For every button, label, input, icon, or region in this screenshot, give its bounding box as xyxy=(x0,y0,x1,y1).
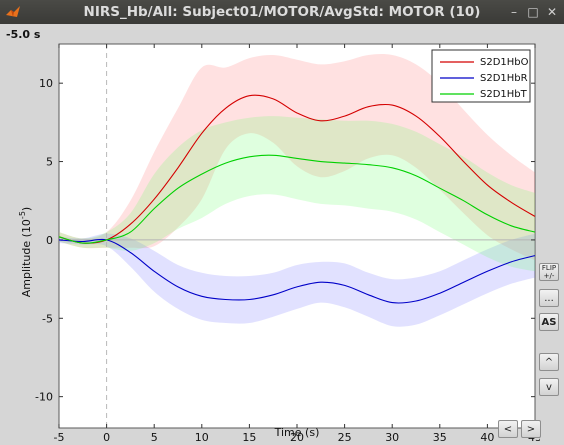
scale-up-button[interactable]: ^ xyxy=(539,353,559,371)
flip-button[interactable]: FLIP +/- xyxy=(539,263,559,281)
series-line-s2d1hbr[interactable] xyxy=(58,238,536,304)
legend-label-hbr: S2D1HbR xyxy=(480,73,528,84)
y-tick-label: -5 xyxy=(42,312,53,325)
x-tick-label: 40 xyxy=(480,431,494,444)
y-tick-label: 0 xyxy=(46,234,53,247)
series-line-s2d1hbo[interactable] xyxy=(58,94,536,244)
autoscale-button[interactable]: AS xyxy=(539,313,559,331)
series-line-s2d1hbt[interactable] xyxy=(58,154,536,244)
y-tick-label: 5 xyxy=(46,156,53,169)
std-band-s2d1hbr xyxy=(59,233,535,327)
legend: S2D1HbO S2D1HbR S2D1HbT xyxy=(431,49,531,103)
time-readout: -5.0 s xyxy=(6,28,41,41)
x-axis-label: Time (s) xyxy=(274,426,320,439)
std-band-s2d1hbo xyxy=(59,53,535,261)
x-tick-label: 5 xyxy=(151,431,158,444)
x-tick-label: 25 xyxy=(338,431,352,444)
x-tick-label: 15 xyxy=(242,431,256,444)
more-options-button[interactable]: ... xyxy=(539,289,559,307)
matlab-app-icon xyxy=(6,6,20,17)
title-bar[interactable]: NIRS_Hb/All: Subject01/MOTOR/AvgStd: MOT… xyxy=(0,0,564,24)
y-tick-label: 10 xyxy=(39,77,53,90)
x-tick-label: 20 xyxy=(290,431,304,444)
x-tick-label: 10 xyxy=(195,431,209,444)
x-tick-label: 30 xyxy=(385,431,399,444)
legend-label-hbt: S2D1HbT xyxy=(480,89,528,100)
maximize-icon[interactable]: □ xyxy=(527,5,539,19)
plot-area[interactable] xyxy=(58,43,536,429)
time-next-button[interactable]: > xyxy=(521,420,541,438)
std-band-s2d1hbt xyxy=(59,116,535,272)
x-tick-label: -5 xyxy=(54,431,65,444)
legend-box xyxy=(431,49,531,103)
window-title: NIRS_Hb/All: Subject01/MOTOR/AvgStd: MOT… xyxy=(83,4,481,20)
scale-down-button[interactable]: v xyxy=(539,378,559,396)
y-tick-label: -10 xyxy=(35,391,53,404)
y-axis-label: Amplitude (10-5) xyxy=(18,207,33,297)
close-icon[interactable]: ✕ xyxy=(546,5,558,19)
x-tick-label: 0 xyxy=(103,431,110,444)
minimize-icon[interactable]: – xyxy=(511,5,517,19)
time-prev-button[interactable]: < xyxy=(498,420,518,438)
x-tick-label: 35 xyxy=(433,431,447,444)
legend-label-hbo: S2D1HbO xyxy=(480,57,529,68)
flip-button-label: FLIP +/- xyxy=(541,264,557,280)
